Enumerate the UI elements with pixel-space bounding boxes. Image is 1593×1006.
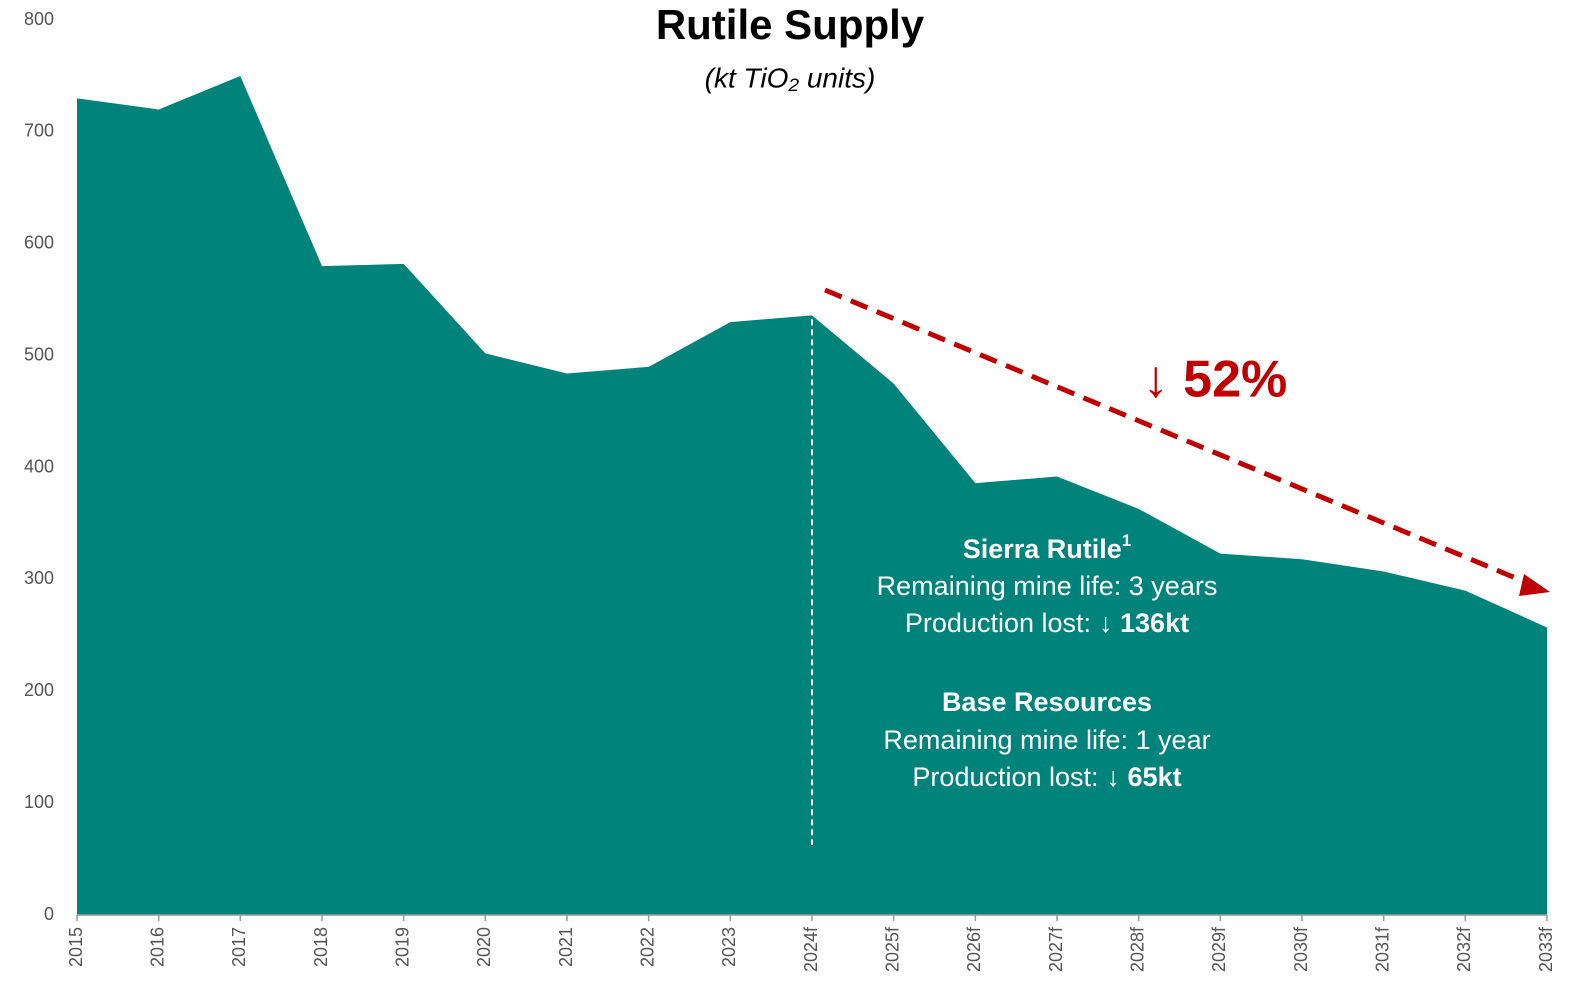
trend-arrow (824, 287, 1531, 587)
x-tick-label: 2022 (637, 927, 657, 967)
x-tick-label: 2028f (1127, 926, 1147, 972)
x-tick-label: 2017 (229, 927, 249, 967)
x-tick-label: 2016 (147, 927, 167, 967)
annotation-title: Sierra Rutile1 (963, 531, 1132, 564)
annotation-bold: ↓ 136kt (1099, 608, 1189, 638)
annotation-normal: Production lost: (912, 762, 1098, 792)
x-tick-label: 2018 (311, 927, 331, 967)
annotation-line: Remaining mine life: 1 year (883, 725, 1210, 755)
annotation-normal: Production lost: (905, 608, 1091, 638)
y-tick-label: 600 (24, 233, 54, 253)
annotation-title-text: Sierra Rutile (963, 534, 1122, 564)
annotation-normal: Remaining mine life: 3 years (877, 571, 1218, 601)
y-tick-label: 700 (24, 121, 54, 141)
chart-title: Rutile Supply (656, 1, 925, 48)
chart-subtitle: (kt TiO₂ units) (705, 62, 876, 93)
area (77, 75, 1547, 915)
y-tick-label: 100 (24, 792, 54, 812)
annotation-footnote: 1 (1122, 531, 1131, 550)
annotation-bold: ↓ 65kt (1107, 762, 1182, 792)
x-tick-label: 2026f (964, 926, 984, 972)
x-tick-label: 2027f (1046, 926, 1066, 972)
x-tick-label: 2032f (1454, 926, 1474, 972)
annotation-line: Production lost: ↓ 65kt (912, 762, 1181, 792)
x-tick-label: 2030f (1291, 926, 1311, 972)
y-tick-label: 0 (44, 904, 54, 924)
y-tick-label: 200 (24, 680, 54, 700)
trend-label: ↓ 52% (1143, 351, 1288, 409)
trend-arrow-head (1519, 574, 1550, 596)
x-tick-label: 2033f (1536, 926, 1556, 972)
x-tick-label: 2029f (1209, 926, 1229, 972)
y-tick-label: 400 (24, 456, 54, 476)
annotation-title-text: Base Resources (942, 687, 1152, 717)
x-tick-label: 2015 (66, 927, 86, 967)
x-tick-label: 2019 (392, 927, 412, 967)
annotation-normal: Remaining mine life: 1 year (883, 725, 1210, 755)
annotation-line: Production lost: ↓ 136kt (905, 608, 1189, 638)
annotation-line: Remaining mine life: 3 years (877, 571, 1218, 601)
x-tick-label: 2024f (801, 926, 821, 972)
y-tick-label: 500 (24, 344, 54, 364)
annotation-title: Base Resources (942, 687, 1152, 717)
x-tick-label: 2020 (474, 927, 494, 967)
y-tick-label: 800 (24, 9, 54, 29)
x-tick-label: 2031f (1372, 926, 1392, 972)
x-tick-label: 2021 (556, 927, 576, 967)
plot (77, 75, 1547, 915)
y-tick-label: 300 (24, 568, 54, 588)
x-tick-label: 2023 (719, 927, 739, 967)
x-tick-label: 2025f (882, 926, 902, 972)
